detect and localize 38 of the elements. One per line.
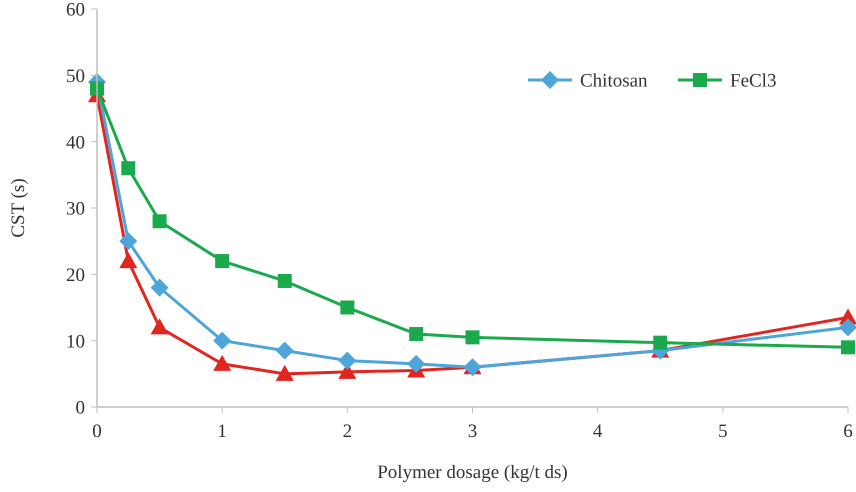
point [119, 252, 138, 268]
x-tick-label: 2 [342, 421, 352, 442]
point [340, 300, 354, 314]
point [278, 274, 292, 288]
y-axis-title: CST (s) [8, 178, 29, 238]
point [653, 336, 668, 350]
point [119, 232, 138, 250]
y-tick-label: 60 [66, 0, 85, 21]
point [150, 278, 169, 297]
point [276, 342, 294, 360]
y-tick-label: 20 [66, 264, 85, 286]
x-axis-title: Polymer dosage (kg/t ds) [377, 462, 568, 483]
x-tick-label: 4 [592, 421, 603, 442]
y-tick-label: 40 [66, 132, 85, 154]
point [150, 318, 169, 334]
x-tick-label: 3 [468, 421, 478, 442]
legend-label: Chitosan [580, 70, 648, 92]
x-tick-label: 6 [843, 421, 853, 442]
point [466, 330, 480, 344]
x-tick-label: 1 [217, 421, 227, 442]
point [213, 332, 232, 350]
x-tick-label: 5 [718, 421, 728, 442]
point [839, 318, 856, 336]
y-tick-label: 50 [66, 66, 85, 87]
y-tick-label: 0 [76, 398, 85, 419]
y-tick-label: 10 [66, 331, 85, 352]
point [338, 352, 356, 370]
y-tick-label: 30 [66, 198, 85, 220]
x-tick-label: 0 [92, 421, 102, 442]
point [215, 254, 230, 268]
point [276, 364, 294, 381]
legend-label: FeCl3 [730, 70, 776, 92]
point [407, 354, 426, 373]
point [841, 340, 855, 354]
point [121, 161, 136, 176]
point [409, 327, 424, 342]
point [213, 354, 232, 371]
point [152, 214, 167, 228]
